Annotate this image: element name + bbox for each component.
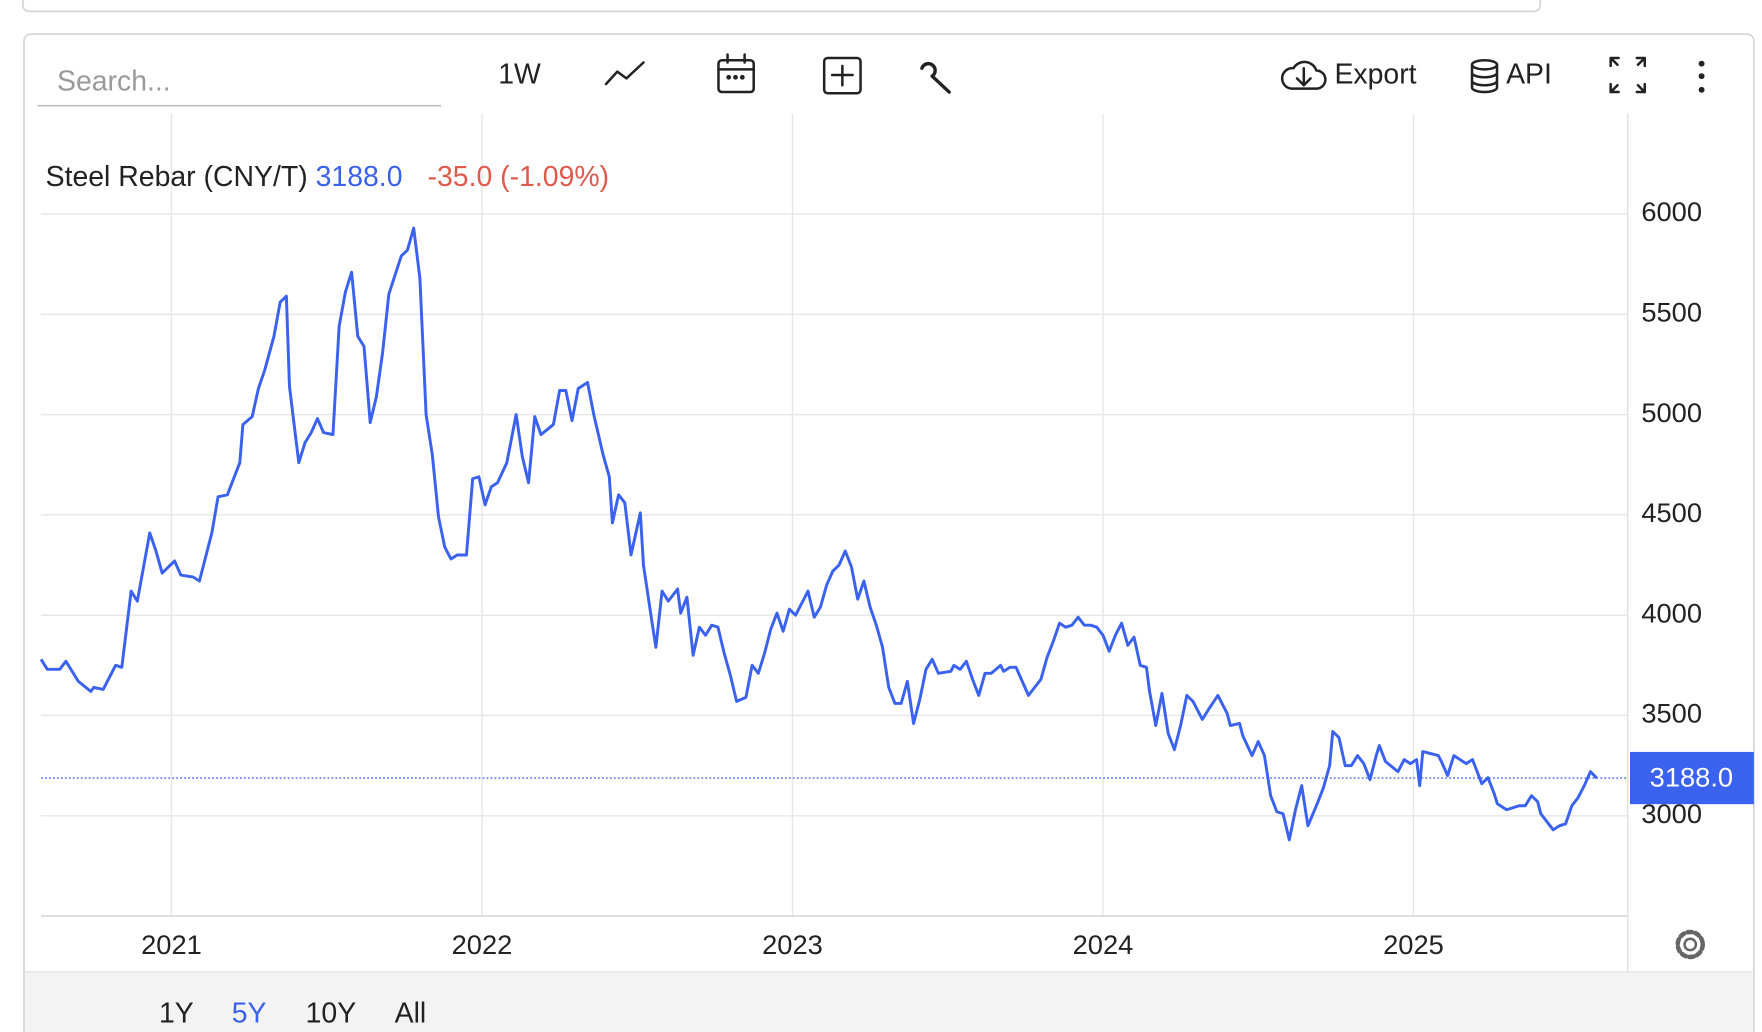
range-bar [25,971,1753,1032]
y-tick-label: 5500 [1641,296,1702,327]
more-button[interactable] [1698,60,1705,93]
x-tick-label: 2025 [1383,929,1444,960]
y-tick-label: 5000 [1641,397,1702,428]
api-icon[interactable] [1470,58,1499,94]
x-tick-label: 2021 [141,929,202,960]
legend-last-value: 3188.0 [316,161,403,193]
export-button[interactable]: Export [1334,59,1416,91]
chart-type-button[interactable] [604,61,645,86]
calendar-button[interactable] [717,53,755,94]
fullscreen-button[interactable] [1609,56,1647,94]
range-button[interactable]: 5Y [232,997,267,1029]
search-input[interactable]: Search... [57,65,171,97]
range-selector: 1Y 5Y 10Y All [159,997,427,1029]
settings-button[interactable] [1675,929,1706,960]
api-button[interactable]: API [1506,59,1552,91]
tools-button[interactable] [920,61,951,94]
legend-change: -35.0 (-1.09%) [428,161,610,193]
last-price-label: 3188.0 [1650,761,1733,792]
x-tick-label: 2024 [1073,929,1134,960]
range-button[interactable]: 1Y [159,997,194,1029]
legend-name: Steel Rebar (CNY/T) [46,161,308,193]
export-icon[interactable] [1280,60,1327,90]
last-price-tag [1629,751,1754,805]
range-button[interactable]: All [395,997,427,1029]
previous-card-edge [22,0,1542,13]
y-tick-label: 6000 [1641,196,1702,227]
range-button[interactable]: 10Y [306,997,357,1029]
y-tick-label: 4500 [1641,497,1702,528]
y-tick-label: 4000 [1641,597,1702,628]
price-line [39,226,1598,842]
compare-button[interactable] [822,56,862,95]
x-tick-label: 2022 [452,929,513,960]
card [23,33,1755,1032]
y-tick-label: 3500 [1641,698,1702,729]
x-tick-label: 2023 [762,929,823,960]
interval-button[interactable]: 1W [498,59,541,91]
